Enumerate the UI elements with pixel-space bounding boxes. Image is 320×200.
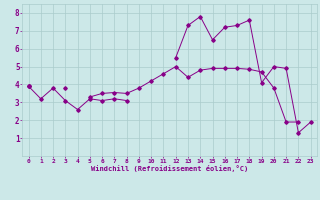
X-axis label: Windchill (Refroidissement éolien,°C): Windchill (Refroidissement éolien,°C) bbox=[91, 165, 248, 172]
